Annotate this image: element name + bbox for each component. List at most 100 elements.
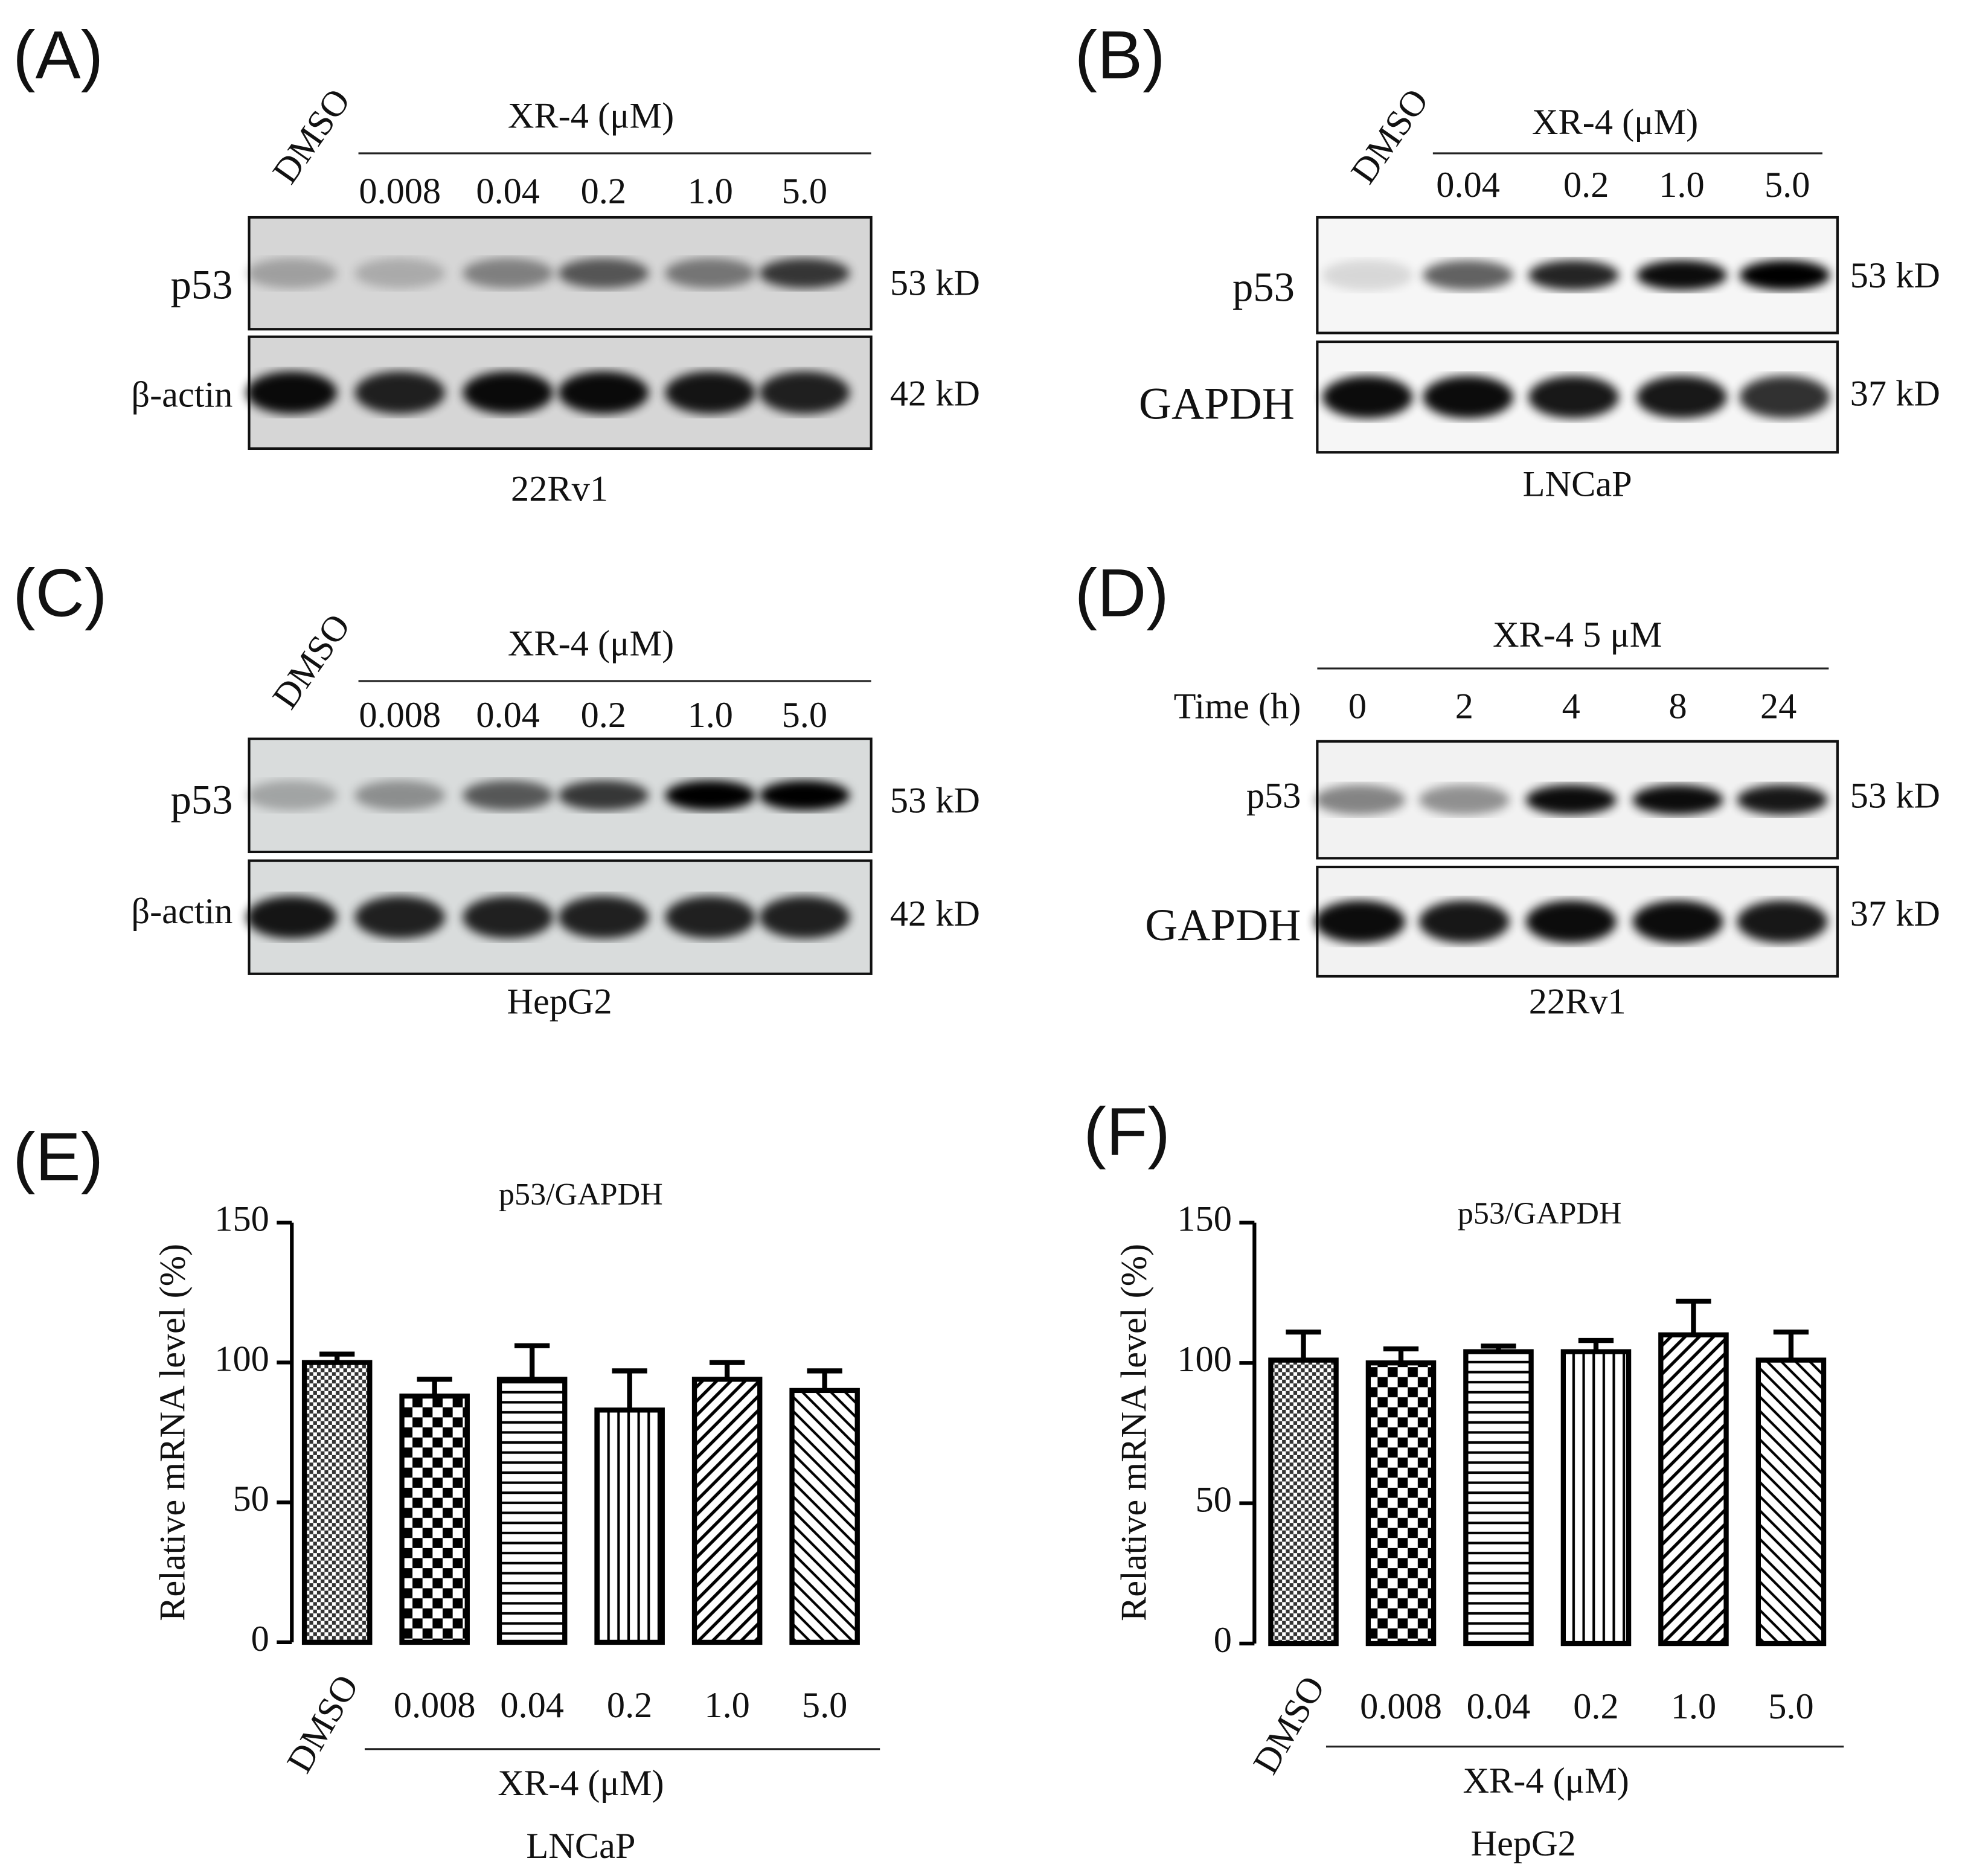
panel-label: (A): [13, 17, 103, 93]
x-tick-label: 0.008: [1360, 1686, 1442, 1727]
band: [354, 371, 446, 414]
lane-label: 0.2: [581, 171, 626, 211]
band: [463, 258, 554, 289]
band: [1739, 376, 1830, 418]
row-label: β-actin: [131, 891, 232, 932]
x-tick-label: 0.2: [607, 1685, 652, 1726]
band: [246, 780, 338, 811]
band: [1423, 260, 1514, 290]
size-label: 53 kD: [890, 781, 980, 821]
bar: [1463, 1349, 1534, 1647]
band: [558, 371, 649, 414]
lane-label: 5.0: [1764, 165, 1810, 205]
y-tick-label: 50: [1196, 1479, 1232, 1520]
chart-title: p53/GAPDH: [1458, 1196, 1622, 1231]
y-axis-label: Relative mRNA level (%): [1114, 1244, 1155, 1621]
band: [246, 371, 338, 414]
group-label: XR-4 (μM): [498, 1763, 664, 1804]
band: [1737, 784, 1828, 815]
bar: [301, 1360, 373, 1645]
lane-label: 0: [1348, 687, 1367, 727]
lane-label: 0.04: [476, 171, 540, 211]
row-label: p53: [1246, 775, 1301, 816]
lane-title: Time (h): [1174, 687, 1301, 727]
lane-label: 8: [1669, 687, 1687, 727]
size-label: 42 kD: [890, 894, 980, 934]
panel-label: (E): [13, 1119, 103, 1195]
row-label: p53: [170, 261, 232, 307]
lane-label: 1.0: [1659, 165, 1704, 205]
band: [1636, 376, 1727, 418]
x-tick-label: DMSO: [279, 1668, 367, 1780]
lane-label: 4: [1562, 687, 1580, 727]
band: [1418, 900, 1510, 943]
band: [1418, 784, 1510, 815]
bar: [691, 1377, 763, 1645]
band: [1525, 900, 1617, 943]
bar: [594, 1407, 665, 1645]
band: [354, 895, 446, 939]
band: [558, 895, 649, 939]
lane-label: 24: [1760, 687, 1796, 727]
cell-line: LNCaP: [526, 1826, 635, 1866]
lane-label: 1.0: [688, 695, 733, 735]
x-tick-label: 0.04: [1467, 1686, 1531, 1727]
lane-label: 0.2: [1563, 165, 1609, 205]
row-label: β-actin: [131, 375, 232, 415]
lane-label: 2: [1455, 687, 1473, 727]
band: [1315, 900, 1406, 943]
size-label: 53 kD: [1850, 775, 1940, 816]
x-tick-label: 5.0: [802, 1685, 847, 1726]
y-tick-label: 100: [1177, 1339, 1232, 1380]
y-tick-label: 100: [214, 1339, 269, 1379]
bar: [399, 1393, 470, 1645]
band: [463, 371, 554, 414]
cell-line: LNCaP: [1523, 464, 1632, 504]
cell-line: 22Rv1: [511, 469, 608, 510]
x-tick-label: DMSO: [1245, 1670, 1333, 1781]
treatment-header: XR-4 5 μM: [1493, 615, 1662, 655]
cell-line: HepG2: [507, 982, 612, 1022]
band: [1636, 260, 1727, 290]
y-tick-label: 0: [251, 1619, 269, 1659]
size-label: 37 kD: [1850, 894, 1940, 934]
row-label: p53: [170, 777, 232, 823]
size-label: 53 kD: [1850, 255, 1940, 296]
chart-title: p53/GAPDH: [499, 1177, 663, 1212]
band: [1528, 260, 1619, 290]
band: [1315, 784, 1406, 815]
band: [1322, 260, 1413, 290]
bar: [789, 1388, 860, 1645]
lane-label: 0.008: [359, 171, 441, 211]
treatment-header: XR-4 (μM): [508, 624, 674, 664]
cell-line: HepG2: [1471, 1823, 1576, 1864]
band: [558, 780, 649, 811]
x-tick-label: 0.008: [394, 1685, 476, 1726]
band: [354, 258, 446, 289]
panel-label: (F): [1083, 1093, 1170, 1170]
x-tick-label: 1.0: [1671, 1686, 1716, 1727]
y-tick-label: 150: [214, 1199, 269, 1240]
lane-label: 5.0: [782, 695, 827, 735]
panel-label: (C): [13, 554, 107, 630]
band: [463, 895, 554, 939]
y-axis-label: Relative mRNA level (%): [153, 1244, 193, 1621]
band: [1423, 376, 1514, 418]
control-label: DMSO: [265, 82, 359, 191]
band: [759, 371, 850, 414]
band: [246, 895, 338, 939]
x-tick-label: 1.0: [704, 1685, 749, 1726]
row-label: p53: [1232, 264, 1295, 310]
lane-label: 0.04: [1436, 165, 1500, 205]
cell-line: 22Rv1: [1529, 982, 1626, 1022]
lane-label: 0.2: [581, 695, 626, 735]
size-label: 37 kD: [1850, 373, 1940, 414]
bar: [1365, 1360, 1437, 1647]
band: [246, 258, 338, 289]
band: [1322, 376, 1413, 418]
treatment-header: XR-4 (μM): [508, 96, 674, 136]
size-label: 42 kD: [890, 373, 980, 414]
band: [665, 371, 756, 414]
x-tick-label: 0.2: [1573, 1686, 1618, 1727]
